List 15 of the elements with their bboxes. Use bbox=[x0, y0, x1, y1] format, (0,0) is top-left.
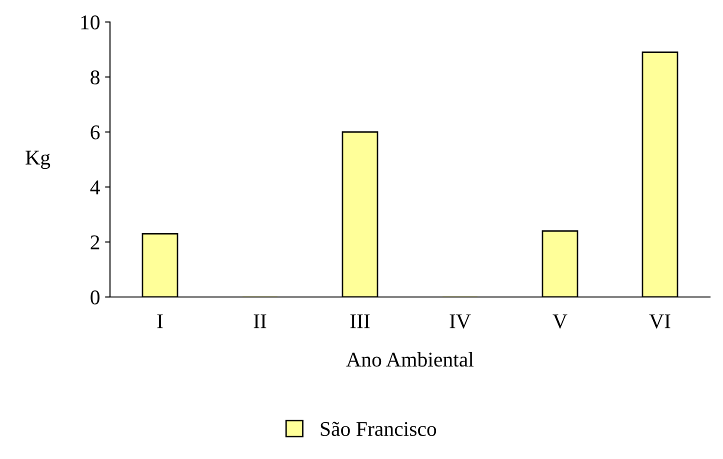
x-tick-label: I bbox=[157, 314, 163, 328]
x-axis-title: Ano Ambiental bbox=[346, 352, 474, 367]
y-tick-label: 10 bbox=[81, 15, 100, 30]
x-tick-label: VI bbox=[649, 314, 670, 328]
y-tick-label: 4 bbox=[90, 180, 100, 194]
y-tick-label: 6 bbox=[90, 125, 100, 140]
x-tick-label: V bbox=[552, 314, 568, 328]
x-tick-label: II bbox=[254, 314, 266, 328]
y-tick-label: 0 bbox=[90, 290, 100, 304]
x-tick-label: IV bbox=[450, 314, 471, 328]
y-tick-label: 2 bbox=[90, 235, 100, 250]
y-axis-title: Kg bbox=[26, 150, 50, 169]
y-tick-label: 8 bbox=[90, 70, 100, 84]
x-tick-label: III bbox=[350, 314, 370, 328]
legend-label: São Francisco bbox=[320, 422, 436, 436]
